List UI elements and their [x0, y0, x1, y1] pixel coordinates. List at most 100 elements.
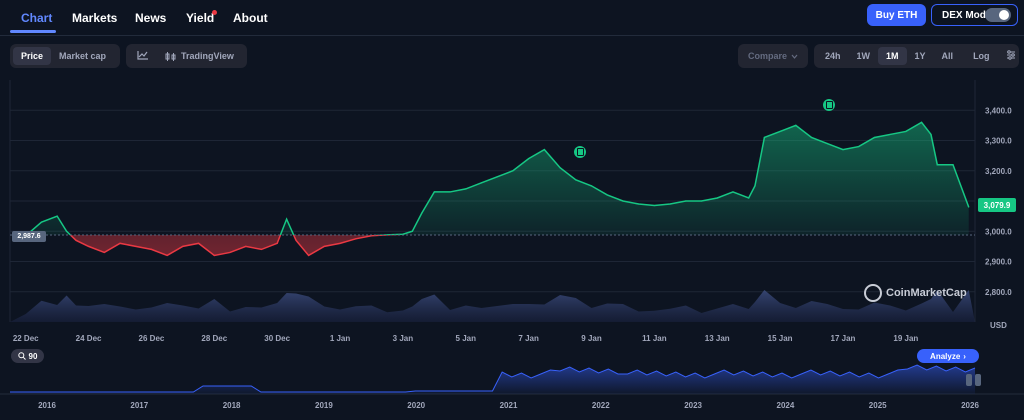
- price-point: [754, 185, 756, 187]
- price-line-up: [25, 121, 970, 236]
- x-tick-label: 3 Jan: [393, 334, 414, 343]
- navigator-handle-left[interactable]: [966, 374, 972, 386]
- watermark-text: CoinMarketCap: [886, 287, 967, 299]
- price-point: [952, 164, 954, 166]
- price-point: [119, 242, 121, 244]
- y-tick-label: 3,000.0: [985, 227, 1012, 236]
- tab-markets[interactable]: Markets: [72, 11, 118, 25]
- chevron-down-icon: [791, 54, 798, 59]
- toggle-switch[interactable]: [985, 8, 1011, 22]
- x-tick-label: 28 Dec: [201, 334, 227, 343]
- chart-type-switch: TradingView: [126, 44, 247, 68]
- x-axis: 22 Dec 24 Dec 26 Dec 28 Dec 30 Dec 1 Jan 3 Jan…: [13, 334, 919, 343]
- compare-dropdown[interactable]: Compare: [738, 44, 808, 68]
- price-point: [40, 221, 43, 223]
- price-point: [355, 238, 357, 240]
- price-button[interactable]: Price: [13, 47, 52, 65]
- price-point: [135, 245, 137, 247]
- price-point: [213, 254, 215, 257]
- candlestick-icon: [165, 51, 176, 61]
- price-point: [810, 136, 813, 139]
- price-point: [370, 235, 373, 237]
- x-tick-label: 1 Jan: [330, 334, 351, 343]
- price-point: [496, 176, 498, 178]
- price-point: [245, 245, 247, 247]
- price-point: [480, 182, 483, 184]
- tradingview-button[interactable]: TradingView: [157, 47, 242, 65]
- price-point: [920, 121, 923, 123]
- price-point: [103, 251, 105, 254]
- price-point: [87, 245, 90, 247]
- price-point: [858, 145, 860, 148]
- tab-about[interactable]: About: [233, 11, 268, 25]
- range-1m[interactable]: 1M: [878, 47, 907, 65]
- price-point: [930, 133, 932, 136]
- volume-area: [10, 290, 975, 322]
- price-point: [433, 191, 435, 193]
- price-marketcap-switch: Price Market cap: [10, 44, 120, 68]
- price-point: [575, 179, 577, 181]
- news-marker[interactable]: [574, 146, 586, 158]
- price-point: [449, 191, 451, 193]
- price-series: [10, 121, 975, 257]
- news-marker[interactable]: [823, 99, 835, 111]
- navigator-year-label: 2021: [500, 401, 518, 410]
- tab-chart[interactable]: Chart: [21, 11, 53, 25]
- y-tick-label: 3,400.0: [985, 106, 1012, 115]
- range-switch: 24h 1W 1M 1Y All Log: [814, 44, 1019, 68]
- zoom-reset-button[interactable]: 90: [11, 349, 44, 363]
- buy-eth-button[interactable]: Buy ETH: [867, 4, 926, 26]
- range-1y[interactable]: 1Y: [914, 51, 926, 61]
- settings-button[interactable]: [998, 46, 1024, 66]
- line-chart-button[interactable]: [129, 46, 157, 66]
- price-point: [716, 197, 718, 199]
- current-price-tag: 3,079.9: [978, 198, 1016, 212]
- price-point: [905, 130, 907, 133]
- y-tick-label: 3,200.0: [985, 167, 1012, 176]
- range-all[interactable]: All: [941, 51, 954, 61]
- price-point: [465, 188, 467, 190]
- price-point: [543, 148, 545, 151]
- compare-label: Compare: [747, 51, 787, 61]
- price-point: [260, 248, 263, 250]
- price-point: [873, 136, 876, 139]
- navigator-year-label: 2023: [684, 401, 702, 410]
- marketcap-button[interactable]: Market cap: [59, 51, 107, 61]
- price-point: [748, 197, 750, 199]
- price-area-up: [25, 122, 969, 236]
- currency-label: USD: [990, 321, 1007, 330]
- coinmarketcap-watermark: CoinMarketCap: [864, 284, 967, 302]
- top-nav: Chart Markets News Yield About Buy ETH D…: [0, 0, 1024, 36]
- line-chart-icon: [137, 51, 148, 60]
- price-point: [968, 206, 970, 208]
- x-tick-label: 7 Jan: [518, 334, 539, 343]
- navigator-year-label: 2017: [130, 401, 148, 410]
- tab-yield[interactable]: Yield: [186, 11, 215, 25]
- price-point: [308, 254, 310, 257]
- y-tick-label: 3,300.0: [985, 137, 1012, 146]
- price-point: [402, 233, 404, 235]
- price-point: [411, 230, 413, 232]
- navigator-handle-right[interactable]: [975, 374, 981, 386]
- price-point: [889, 133, 891, 136]
- tab-news[interactable]: News: [135, 11, 167, 25]
- price-point: [75, 239, 77, 241]
- analyze-button[interactable]: Analyze ›: [917, 349, 979, 363]
- navigator-year-label: 2025: [869, 401, 887, 410]
- price-point: [653, 204, 655, 207]
- price-point: [323, 245, 325, 247]
- range-24h[interactable]: 24h: [825, 51, 841, 61]
- price-point: [182, 245, 184, 247]
- log-scale-button[interactable]: Log: [973, 51, 990, 61]
- navigator-line: [10, 364, 976, 393]
- baseline-price-tag: 2,987.6: [12, 231, 46, 242]
- range-1w[interactable]: 1W: [856, 51, 871, 61]
- x-tick-label: 5 Jan: [456, 334, 477, 343]
- price-point: [669, 203, 671, 205]
- navigator-year-label: 2018: [223, 401, 241, 410]
- dex-mode-toggle[interactable]: DEX Mode: [931, 4, 1018, 26]
- price-point: [65, 230, 68, 232]
- price-line-down: [25, 235, 404, 257]
- zoom-icon: [17, 352, 26, 360]
